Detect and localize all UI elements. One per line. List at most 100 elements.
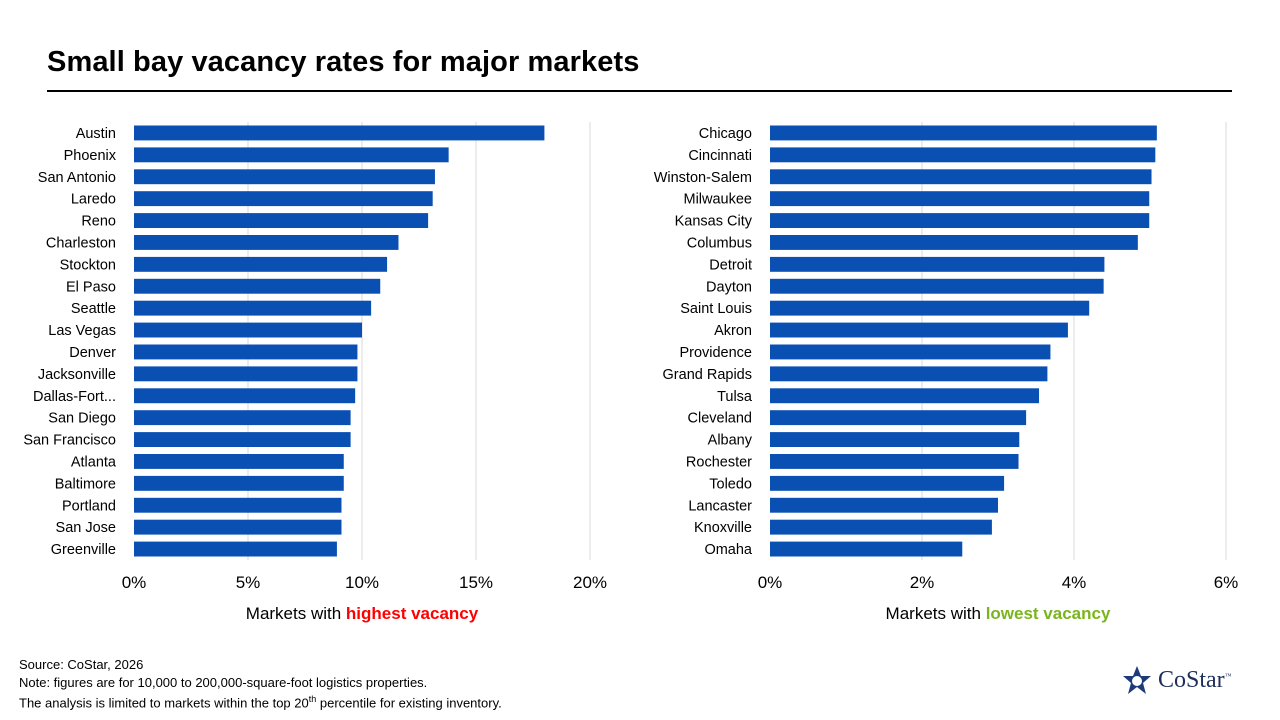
category-label: San Antonio: [38, 170, 116, 186]
category-label: Cleveland: [688, 411, 753, 427]
bar: [134, 475, 344, 491]
bar: [134, 125, 545, 141]
bar: [134, 519, 342, 535]
page-title: Small bay vacancy rates for major market…: [47, 46, 640, 78]
category-label: Portland: [62, 498, 116, 514]
x-tick-label: 0%: [122, 573, 147, 592]
caption-prefix: Markets with: [885, 604, 986, 623]
bar: [770, 366, 1048, 382]
source-note: Source: CoStar, 2026: [19, 657, 144, 672]
bar: [770, 541, 963, 557]
category-label: Las Vegas: [48, 323, 116, 339]
bar: [134, 454, 344, 469]
category-label: Toledo: [709, 476, 752, 492]
x-tick-label: 4%: [1062, 573, 1087, 592]
bar: [770, 454, 1019, 469]
bar: [770, 169, 1152, 185]
category-label: Kansas City: [675, 214, 753, 230]
x-tick-label: 6%: [1214, 573, 1239, 592]
bar: [770, 147, 1156, 163]
bar: [770, 519, 992, 535]
bar: [134, 432, 351, 447]
costar-logo: CoStar™: [1120, 664, 1240, 698]
bar: [770, 300, 1090, 316]
left-chart-caption: Markets with highest vacancy: [134, 604, 590, 624]
analysis-note-pre: The analysis is limited to markets withi…: [19, 695, 309, 711]
x-tick-label: 20%: [573, 573, 607, 592]
bar: [134, 278, 381, 294]
bar: [770, 344, 1051, 360]
analysis-note-sup: th: [308, 694, 317, 704]
category-label: Atlanta: [71, 454, 117, 470]
bar: [770, 213, 1150, 228]
bar: [134, 213, 429, 228]
analysis-note: The analysis is limited to markets withi…: [19, 691, 502, 712]
bar: [770, 278, 1104, 294]
category-label: Milwaukee: [684, 192, 753, 208]
bar: [770, 191, 1150, 207]
bar: [134, 388, 356, 404]
caption-highlight: highest vacancy: [345, 604, 479, 623]
category-label: Dayton: [706, 279, 752, 295]
category-label: Rochester: [686, 454, 752, 470]
bar: [770, 475, 1005, 491]
logo-trademark: ™: [1224, 672, 1232, 680]
category-label: Laredo: [71, 192, 116, 208]
category-label: Tulsa: [717, 389, 753, 405]
x-tick-label: 2%: [910, 573, 935, 592]
category-label: Akron: [714, 323, 752, 339]
category-label: Dallas-Fort...: [33, 389, 116, 405]
category-label: Denver: [69, 345, 116, 361]
bar: [134, 300, 372, 316]
category-label: Seattle: [71, 301, 116, 317]
bar: [770, 322, 1068, 338]
bar: [134, 366, 358, 382]
scope-note: Note: figures are for 10,000 to 200,000-…: [19, 674, 428, 690]
category-label: Cincinnati: [688, 148, 752, 164]
category-label: Baltimore: [55, 476, 116, 492]
bar: [134, 541, 337, 557]
category-label: Albany: [708, 433, 753, 449]
category-label: Stockton: [60, 257, 116, 273]
category-label: Jacksonville: [38, 367, 116, 383]
bar: [134, 344, 358, 360]
costar-star-icon: [1123, 666, 1151, 694]
bar: [134, 410, 351, 426]
bar: [770, 256, 1105, 272]
bar: [770, 388, 1040, 404]
bar: [134, 169, 435, 185]
category-label: Providence: [679, 345, 752, 361]
title-divider: [47, 90, 1232, 92]
caption-prefix: Markets with: [245, 604, 346, 623]
bar: [134, 235, 399, 250]
analysis-note-post: percentile for existing inventory.: [316, 695, 502, 711]
bar: [134, 322, 362, 338]
category-label: Knoxville: [694, 520, 752, 536]
bar: [770, 497, 998, 513]
category-label: Lancaster: [688, 498, 752, 514]
caption-highlight: lowest vacancy: [985, 604, 1111, 623]
x-tick-label: 0%: [758, 573, 783, 592]
bar: [134, 497, 342, 513]
bar: [770, 432, 1020, 447]
category-label: San Jose: [56, 520, 116, 536]
category-label: Reno: [81, 214, 116, 230]
category-label: Chicago: [699, 126, 752, 142]
category-label: Omaha: [704, 542, 752, 558]
category-label: Grand Rapids: [663, 367, 752, 383]
bar: [134, 147, 449, 163]
right-chart-caption: Markets with lowest vacancy: [770, 604, 1226, 624]
category-label: Austin: [76, 126, 116, 142]
category-label: San Francisco: [23, 433, 116, 449]
category-label: Columbus: [687, 235, 752, 251]
bar: [770, 125, 1157, 141]
footnotes: Source: CoStar, 2026 Note: figures are f…: [19, 656, 502, 712]
bar: [770, 235, 1138, 250]
logo-name: CoStar: [1158, 667, 1225, 693]
category-label: Charleston: [46, 235, 116, 251]
category-label: Detroit: [709, 257, 752, 273]
category-label: Saint Louis: [680, 301, 752, 317]
logo-wordmark: CoStar™: [1158, 667, 1232, 694]
bar: [134, 191, 433, 207]
